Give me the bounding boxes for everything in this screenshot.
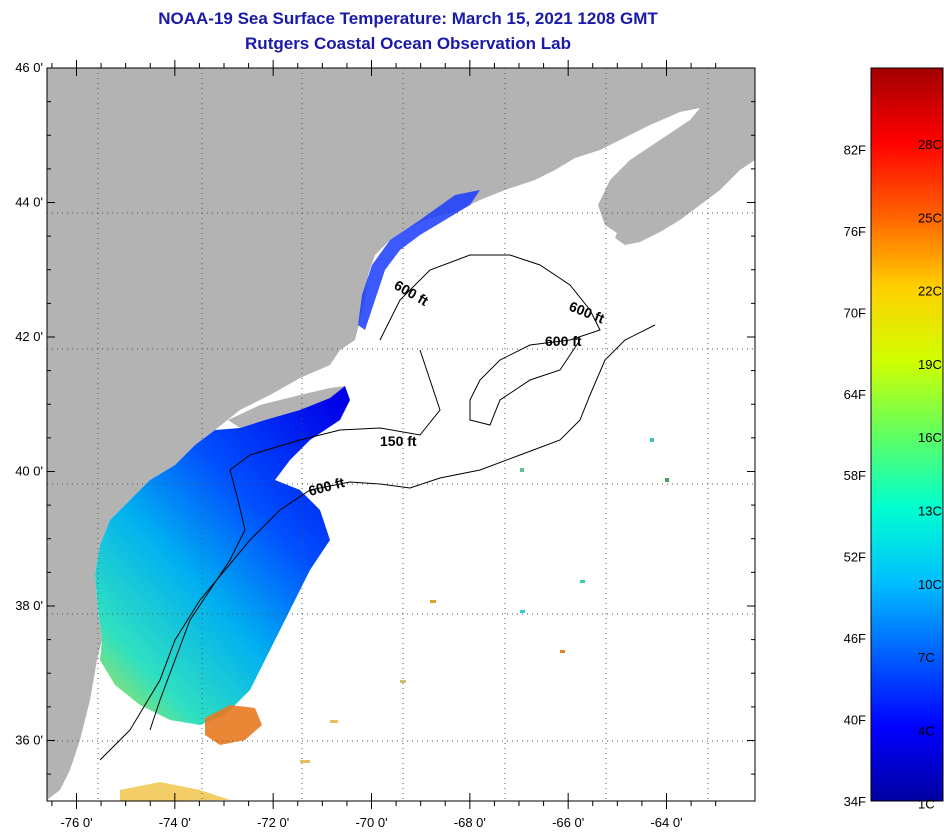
warm-patch-hatteras bbox=[205, 705, 262, 745]
lat-axis: 46 0' 44 0' 42 0' 40 0' 38 0' 36 0' bbox=[15, 60, 755, 775]
colorbar-f-label: 76F bbox=[844, 224, 866, 239]
colorbar bbox=[870, 67, 944, 802]
colorbar-f-label: 34F bbox=[844, 794, 866, 809]
colorbar-f-label: 52F bbox=[844, 550, 866, 565]
map-frame bbox=[46, 67, 756, 802]
contour-gulf-of-maine bbox=[379, 254, 601, 426]
map-area: 600 ft 600 ft 600 ft 150 ft 600 ft bbox=[47, 68, 755, 801]
contour-label: 600 ft bbox=[545, 333, 582, 349]
lat-tick-label: 40 0' bbox=[15, 463, 43, 478]
contour-line-600ft bbox=[99, 324, 656, 761]
lon-axis: -76 0' -74 0' -72 0' -70 0' -68 0' -66 0' -64 … bbox=[51, 60, 717, 830]
colorbar-f-label: 58F bbox=[844, 468, 866, 483]
colorbar-c-label: 13C bbox=[918, 504, 942, 519]
lon-tick-label: -70 0' bbox=[355, 815, 387, 830]
sst-specks bbox=[300, 438, 669, 763]
lat-tick-label: 46 0' bbox=[15, 60, 43, 75]
colorbar-f-label: 64F bbox=[844, 387, 866, 402]
map-subtitle: Rutgers Coastal Ocean Observation Lab bbox=[245, 34, 571, 53]
colorbar-c-label: 10C bbox=[918, 577, 942, 592]
lat-tick-label: 38 0' bbox=[15, 598, 43, 613]
colorbar-c-label: 19C bbox=[918, 357, 942, 372]
land-nova-scotia bbox=[615, 150, 755, 245]
colorbar-c-label: 7C bbox=[918, 650, 935, 665]
sst-water-field bbox=[95, 386, 350, 725]
warm-patch-south bbox=[120, 782, 230, 801]
land-mainland bbox=[47, 68, 755, 800]
lon-tick-label: -72 0' bbox=[257, 815, 289, 830]
lon-tick-label: -76 0' bbox=[60, 815, 92, 830]
lon-tick-label: -66 0' bbox=[552, 815, 584, 830]
map-title: NOAA-19 Sea Surface Temperature: March 1… bbox=[158, 9, 658, 28]
colorbar-c-label: 28C bbox=[918, 137, 942, 152]
lat-tick-label: 36 0' bbox=[15, 732, 43, 747]
lat-tick-label: 44 0' bbox=[15, 194, 43, 209]
colorbar-f-label: 82F bbox=[844, 142, 866, 157]
lon-tick-label: -64 0' bbox=[650, 815, 682, 830]
colorbar-c-label: 25C bbox=[918, 210, 942, 225]
colorbar-c-label: 22C bbox=[918, 284, 942, 299]
lat-lon-grid bbox=[47, 68, 755, 801]
colorbar-f-label: 46F bbox=[844, 631, 866, 646]
contour-label: 150 ft bbox=[380, 433, 417, 449]
gulf-of-maine-water bbox=[358, 190, 480, 330]
lon-tick-label: -68 0' bbox=[454, 815, 486, 830]
lat-tick-label: 42 0' bbox=[15, 329, 43, 344]
colorbar-f-label: 70F bbox=[844, 305, 866, 320]
colorbar-celsius-labels: 28C 25C 22C 19C 16C 13C 10C 7C 4C 1C bbox=[918, 137, 942, 812]
colorbar-f-label: 40F bbox=[844, 713, 866, 728]
contour-line-150ft bbox=[149, 349, 441, 731]
colorbar-c-label: 4C bbox=[918, 723, 935, 738]
lon-tick-label: -74 0' bbox=[159, 815, 191, 830]
land-long-island bbox=[228, 386, 345, 428]
cape-cod bbox=[360, 330, 405, 372]
colorbar-c-label: 16C bbox=[918, 430, 942, 445]
colorbar-fahrenheit-labels: 82F 76F 70F 64F 58F 52F 46F 40F 34F bbox=[844, 142, 866, 809]
colorbar-c-label: 1C bbox=[918, 797, 935, 812]
